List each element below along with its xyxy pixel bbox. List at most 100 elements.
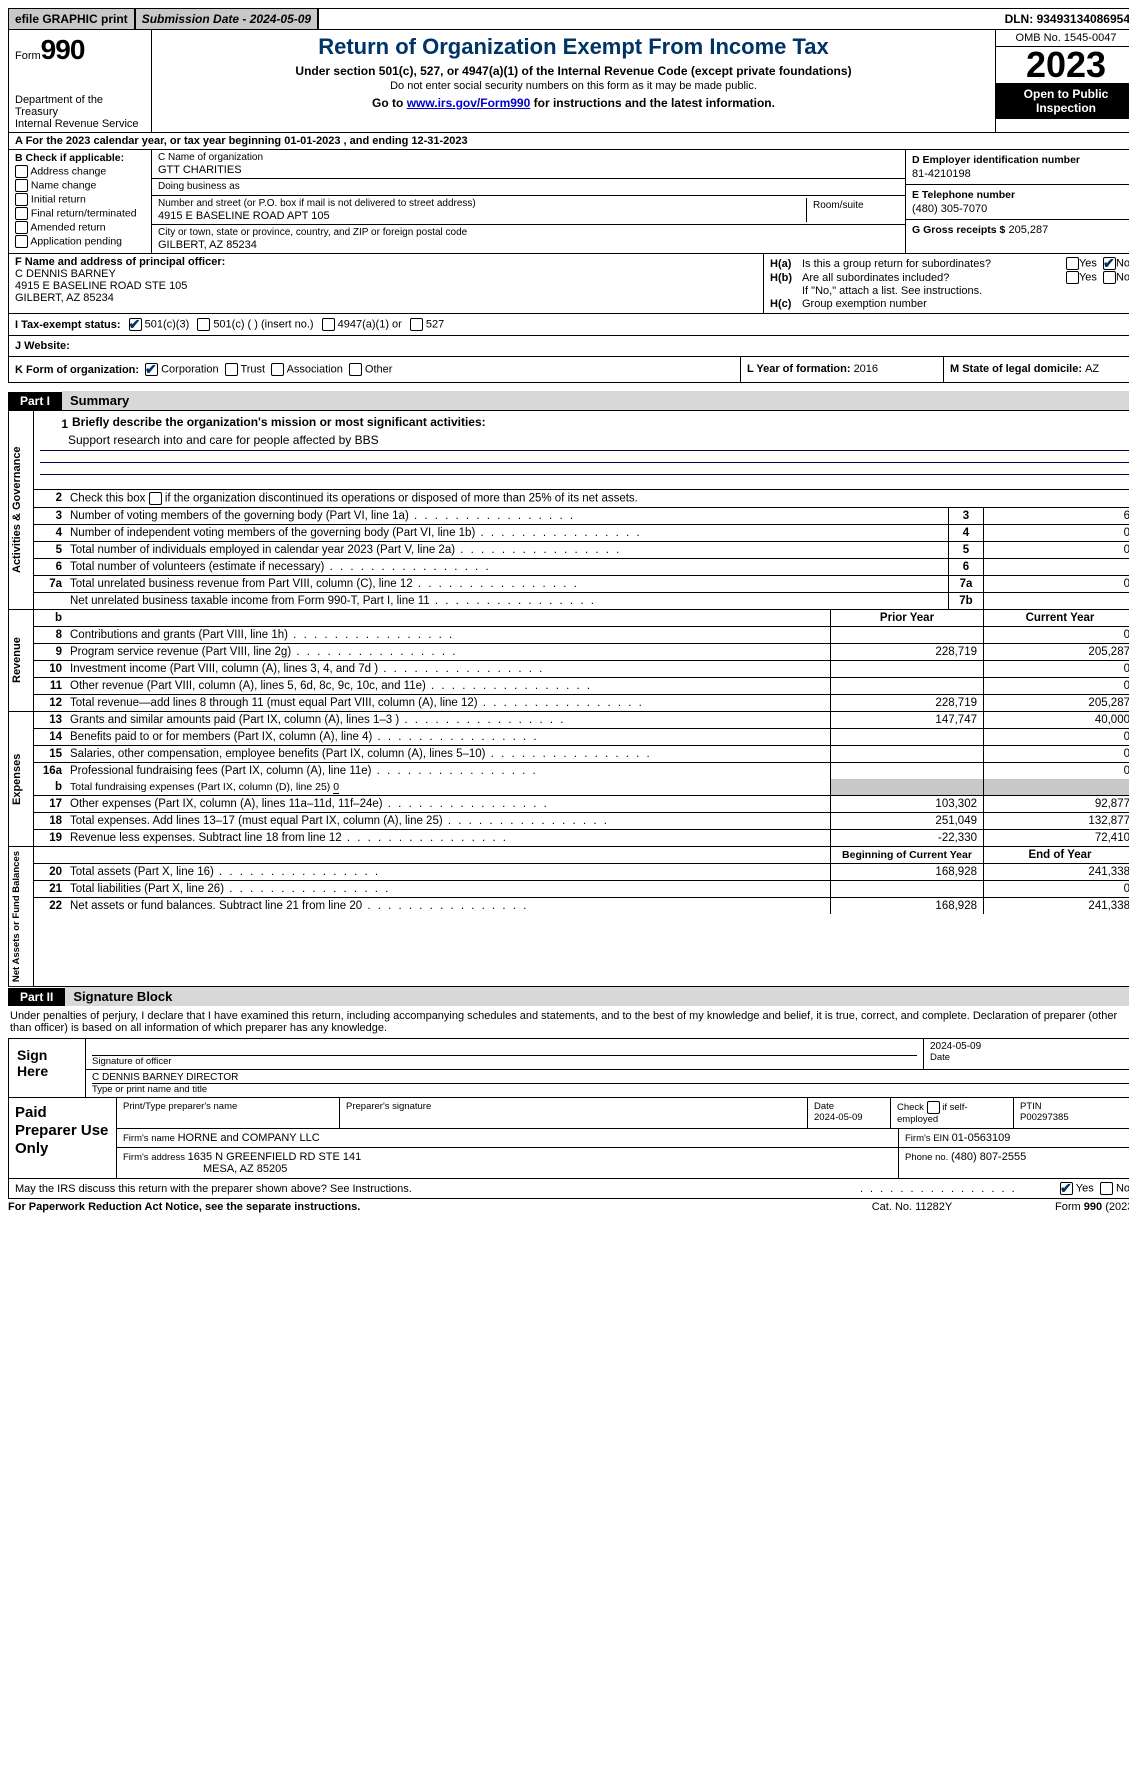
mission-text: Support research into and care for peopl… bbox=[40, 433, 1129, 447]
firm-address: 1635 N GREENFIELD RD STE 141 bbox=[188, 1151, 362, 1163]
chk-association[interactable]: Association bbox=[271, 363, 343, 376]
room-suite: Room/suite bbox=[806, 198, 899, 222]
data-row: 12Total revenue—add lines 8 through 11 (… bbox=[34, 695, 1129, 711]
chk-initial-return[interactable]: Initial return bbox=[15, 193, 145, 206]
prior-value bbox=[830, 678, 983, 694]
top-bar: efile GRAPHIC print Submission Date - 20… bbox=[8, 8, 1129, 30]
data-row: 11Other revenue (Part VIII, column (A), … bbox=[34, 678, 1129, 695]
current-value: 241,338 bbox=[983, 864, 1129, 880]
street-address: 4915 E BASELINE ROAD APT 105 bbox=[158, 210, 806, 222]
preparer-date: 2024-05-09 bbox=[814, 1112, 863, 1123]
chk-527[interactable]: 527 bbox=[410, 318, 444, 331]
block-f-h: F Name and address of principal officer:… bbox=[8, 254, 1129, 314]
irs-link[interactable]: www.irs.gov/Form990 bbox=[407, 96, 531, 110]
gov-row: 6Total number of volunteers (estimate if… bbox=[34, 559, 1129, 576]
firm-phone: (480) 807-2555 bbox=[951, 1151, 1026, 1163]
data-row: 21Total liabilities (Part X, line 26)0 bbox=[34, 881, 1129, 898]
data-row: 20Total assets (Part X, line 16)168,9282… bbox=[34, 864, 1129, 881]
efile-print-button[interactable]: efile GRAPHIC print bbox=[9, 9, 136, 29]
chk-other[interactable]: Other bbox=[349, 363, 393, 376]
form-header: Form990 Department of the Treasury Inter… bbox=[8, 30, 1129, 133]
part-1-header: Part I Summary bbox=[8, 391, 1129, 410]
ptin: P00297385 bbox=[1020, 1112, 1069, 1123]
h-a-no[interactable]: No bbox=[1103, 257, 1129, 270]
section-net-assets: Net Assets or Fund Balances Beginning of… bbox=[8, 847, 1129, 987]
prior-value: 168,928 bbox=[830, 864, 983, 880]
prior-value bbox=[830, 627, 983, 643]
data-row: 15Salaries, other compensation, employee… bbox=[34, 746, 1129, 763]
current-value: 241,338 bbox=[983, 898, 1129, 914]
h-b-yes[interactable]: Yes bbox=[1066, 271, 1097, 284]
officer-name-title: C DENNIS BARNEY DIRECTOR bbox=[92, 1072, 1129, 1084]
current-value: 0 bbox=[983, 661, 1129, 677]
prior-value: -22,330 bbox=[830, 830, 983, 846]
gov-row: 4Number of independent voting members of… bbox=[34, 525, 1129, 542]
data-row: 10Investment income (Part VIII, column (… bbox=[34, 661, 1129, 678]
current-value: 205,287 bbox=[983, 644, 1129, 660]
chk-4947[interactable]: 4947(a)(1) or bbox=[322, 318, 402, 331]
declaration-text: Under penalties of perjury, I declare th… bbox=[8, 1006, 1129, 1038]
prior-value: 228,719 bbox=[830, 644, 983, 660]
data-row: 14Benefits paid to or for members (Part … bbox=[34, 729, 1129, 746]
chk-address-change[interactable]: Address change bbox=[15, 165, 145, 178]
telephone: (480) 305-7070 bbox=[912, 203, 1129, 215]
prior-value bbox=[830, 881, 983, 897]
box-h: H(a) Is this a group return for subordin… bbox=[763, 254, 1129, 313]
section-revenue: Revenue b Prior Year Current Year 8Contr… bbox=[8, 610, 1129, 712]
gov-value: 0 bbox=[983, 525, 1129, 541]
gov-value: 0 bbox=[983, 576, 1129, 592]
org-name: GTT CHARITIES bbox=[158, 164, 899, 176]
chk-amended[interactable]: Amended return bbox=[15, 221, 145, 234]
prior-value bbox=[830, 763, 983, 779]
data-row: 13Grants and similar amounts paid (Part … bbox=[34, 712, 1129, 729]
firm-name: HORNE and COMPANY LLC bbox=[178, 1132, 320, 1144]
prior-value bbox=[830, 661, 983, 677]
box-f: F Name and address of principal officer:… bbox=[9, 254, 763, 313]
dept-treasury: Department of the Treasury Internal Reve… bbox=[15, 94, 145, 130]
chk-501c3[interactable]: 501(c)(3) bbox=[129, 318, 190, 331]
h-a-yes[interactable]: Yes bbox=[1066, 257, 1097, 270]
discuss-row: May the IRS discuss this return with the… bbox=[8, 1179, 1129, 1199]
box-c: C Name of organization GTT CHARITIES Doi… bbox=[152, 150, 905, 253]
chk-trust[interactable]: Trust bbox=[225, 363, 266, 376]
state-domicile: M State of legal domicile: AZ bbox=[943, 357, 1129, 382]
current-value: 0 bbox=[983, 627, 1129, 643]
discuss-yes[interactable]: Yes bbox=[1060, 1182, 1094, 1195]
year-formation: L Year of formation: 2016 bbox=[740, 357, 943, 382]
gov-row: 5Total number of individuals employed in… bbox=[34, 542, 1129, 559]
chk-corporation[interactable]: Corporation bbox=[145, 363, 219, 376]
gov-row: Net unrelated business taxable income fr… bbox=[34, 593, 1129, 609]
ein: 81-4210198 bbox=[912, 168, 1129, 180]
section-governance: Activities & Governance 1Briefly describ… bbox=[8, 410, 1129, 610]
prior-value: 228,719 bbox=[830, 695, 983, 711]
paid-preparer-block: Paid Preparer Use Only Print/Type prepar… bbox=[8, 1098, 1129, 1179]
current-value: 132,877 bbox=[983, 813, 1129, 829]
city-state-zip: GILBERT, AZ 85234 bbox=[158, 239, 899, 251]
dln: DLN: 93493134086954 bbox=[999, 9, 1129, 29]
prior-value: 103,302 bbox=[830, 796, 983, 812]
chk-name-change[interactable]: Name change bbox=[15, 179, 145, 192]
line-a-tax-year: A For the 2023 calendar year, or tax yea… bbox=[8, 133, 1129, 150]
h-b-no[interactable]: No bbox=[1103, 271, 1129, 284]
footer: For Paperwork Reduction Act Notice, see … bbox=[8, 1201, 1129, 1213]
data-row: 9Program service revenue (Part VIII, lin… bbox=[34, 644, 1129, 661]
chk-app-pending[interactable]: Application pending bbox=[15, 235, 145, 248]
chk-final-return[interactable]: Final return/terminated bbox=[15, 207, 145, 220]
gov-value: 0 bbox=[983, 542, 1129, 558]
chk-self-employed[interactable]: Check if self-employed bbox=[891, 1098, 1014, 1128]
form-title: Return of Organization Exempt From Incom… bbox=[158, 34, 989, 60]
gross-receipts: 205,287 bbox=[1008, 224, 1048, 236]
prior-value: 147,747 bbox=[830, 712, 983, 728]
officer-name: C DENNIS BARNEY bbox=[15, 268, 116, 280]
officer-signature[interactable] bbox=[92, 1041, 917, 1056]
part-2-header: Part II Signature Block bbox=[8, 987, 1129, 1006]
current-value: 0 bbox=[983, 678, 1129, 694]
submission-date: Submission Date - 2024-05-09 bbox=[136, 9, 319, 29]
data-row: 18Total expenses. Add lines 13–17 (must … bbox=[34, 813, 1129, 830]
prior-value bbox=[830, 729, 983, 745]
chk-discontinued[interactable] bbox=[149, 492, 162, 505]
chk-501c[interactable]: 501(c) ( ) (insert no.) bbox=[197, 318, 313, 331]
tax-year: 2023 bbox=[996, 47, 1129, 83]
discuss-no[interactable]: No bbox=[1100, 1182, 1129, 1195]
box-d-e-g: D Employer identification number 81-4210… bbox=[905, 150, 1129, 253]
